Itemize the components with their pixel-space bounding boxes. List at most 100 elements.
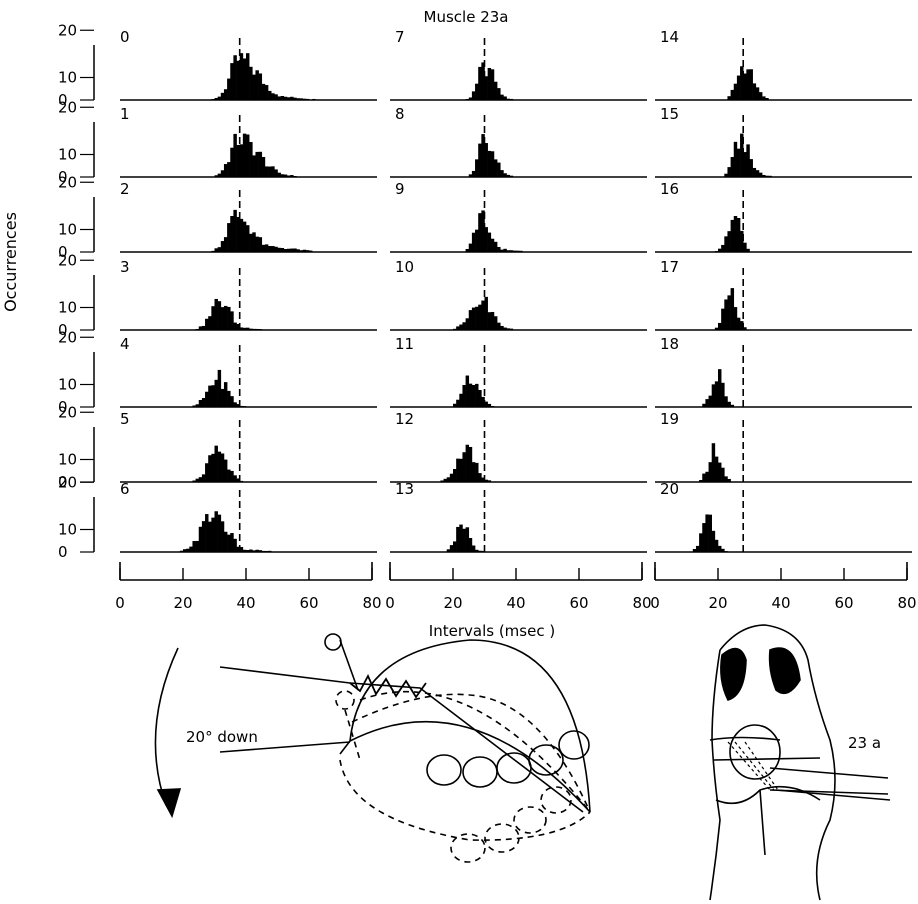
x-tick-label: 20: [443, 594, 462, 612]
histogram-bar: [478, 143, 482, 177]
histogram-bar: [497, 322, 501, 330]
histogram-bar: [208, 385, 212, 407]
panel-label: 9: [395, 180, 405, 198]
histogram-bar: [762, 174, 766, 177]
rotation-arrow: [154, 647, 179, 806]
histogram-bar: [220, 92, 225, 100]
y-tick-label: 20: [58, 98, 77, 116]
histogram-bar: [264, 550, 269, 552]
histogram-bar: [708, 462, 712, 482]
histogram-bar: [312, 98, 316, 100]
histogram-bar: [702, 473, 706, 482]
histogram-bar: [758, 172, 763, 177]
histogram-bar: [493, 241, 498, 252]
histogram-bar: [724, 396, 728, 407]
histogram-bar: [490, 151, 495, 177]
histogram-bar: [478, 66, 482, 100]
histogram-bar: [487, 312, 492, 330]
histogram-bar: [746, 144, 750, 177]
y-tick-label: 20: [58, 328, 77, 346]
histogram-bar: [230, 311, 234, 330]
histogram-bar: [758, 92, 763, 100]
histogram-bar: [220, 241, 225, 252]
histogram-bar: [198, 400, 203, 407]
y-tick-label: 10: [58, 69, 77, 87]
histogram-bar: [239, 53, 244, 100]
histogram-bar: [718, 322, 722, 330]
histogram-bar: [490, 311, 495, 330]
histogram-bar: [268, 246, 272, 252]
histogram-bar: [493, 159, 498, 177]
histogram-bar: [718, 369, 722, 407]
histogram-bar: [453, 403, 457, 407]
histogram-bar: [456, 326, 460, 330]
histogram-bar: [223, 459, 228, 482]
histogram-bar: [280, 174, 285, 177]
histogram-bar: [198, 526, 203, 552]
y-tick-label: 10: [58, 376, 77, 394]
histogram-bar: [718, 545, 722, 552]
histogram-bar: [468, 537, 473, 552]
histogram-bar: [217, 514, 222, 552]
histogram-bar: [192, 541, 196, 552]
histogram-bar: [708, 395, 712, 407]
histogram-bar: [268, 166, 272, 177]
histogram-bar: [233, 475, 237, 482]
histogram-bar: [440, 480, 444, 482]
histogram-panel: 12: [390, 410, 647, 483]
histogram-bar: [484, 479, 488, 482]
histogram-bar: [730, 157, 735, 177]
histogram-bar: [280, 248, 285, 252]
histogram-bar: [271, 166, 275, 177]
histogram-panel: 14: [655, 28, 912, 101]
histogram-bar: [743, 152, 747, 177]
histogram-bar: [214, 248, 218, 252]
histogram-bar: [478, 473, 482, 482]
histogram-bar: [192, 480, 196, 482]
histogram-bar: [249, 549, 253, 552]
histogram-bar: [736, 317, 741, 330]
histogram-bar: [233, 55, 237, 100]
histogram-bar: [302, 98, 307, 100]
histogram-panel: 2: [120, 180, 377, 253]
panel-label: 15: [660, 105, 679, 123]
histogram-bar: [462, 452, 466, 482]
histogram-bar: [736, 148, 741, 177]
histogram-bar: [484, 76, 488, 100]
panel-label: 14: [660, 28, 679, 46]
histogram-panel: 5: [120, 410, 377, 483]
histogram-bar: [211, 517, 215, 552]
histogram-bar: [246, 53, 250, 100]
histogram-bar: [223, 305, 228, 330]
figure-title: Muscle 23a: [424, 8, 509, 26]
y-axis: 0 10 20: [58, 473, 95, 561]
histogram-bar: [459, 393, 463, 407]
histogram-bar: [490, 238, 495, 252]
histogram-panel: 9: [390, 180, 647, 253]
arm-rotation-diagram: 20° down: [154, 633, 591, 863]
histogram-bar: [239, 218, 244, 252]
histogram-bar: [468, 310, 473, 330]
histogram-bar: [264, 85, 269, 100]
histogram-bar: [230, 147, 234, 177]
histogram-bar: [512, 250, 517, 252]
histogram-bar: [183, 549, 187, 552]
histogram-bar: [471, 384, 476, 407]
histogram-bar: [286, 97, 291, 100]
eye-left-icon: [720, 647, 747, 701]
histogram-bar: [214, 511, 218, 552]
histogram-bar: [478, 304, 482, 330]
histogram-bar: [503, 327, 507, 330]
histogram-bar: [468, 383, 473, 407]
histogram-bar: [768, 175, 772, 177]
histogram-panel: 15: [655, 105, 912, 178]
y-tick-label: 20: [58, 21, 77, 39]
histogram-bar: [205, 514, 209, 552]
histogram-bar: [765, 175, 769, 177]
histogram-panel: 11: [390, 335, 647, 408]
histogram-bar: [500, 325, 504, 330]
x-axis: 0 20 40 60 80: [650, 562, 917, 612]
y-tick-label: 10: [58, 299, 77, 317]
histogram-bar: [724, 299, 728, 330]
